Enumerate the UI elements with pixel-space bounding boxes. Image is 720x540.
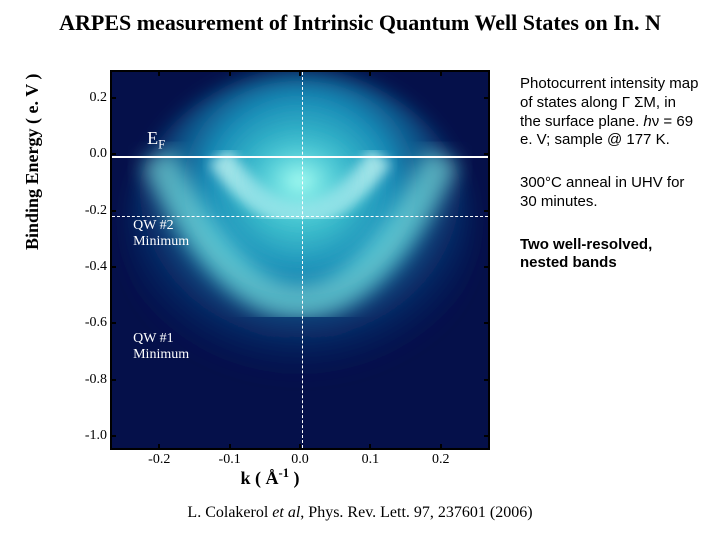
- plot-annotation: QW #2Minimum: [133, 218, 189, 250]
- x-tick-mark: [440, 444, 442, 450]
- y-tick-label: -0.2: [75, 203, 107, 219]
- arpes-heatmap: [112, 72, 488, 448]
- y-tick-mark: [110, 153, 116, 155]
- plot-area: Binding Energy ( e. V ): [30, 50, 510, 485]
- y-tick-mark: [484, 266, 490, 268]
- y-tick-mark: [484, 435, 490, 437]
- x-tick-mark: [440, 70, 442, 76]
- y-tick-mark: [110, 379, 116, 381]
- x-axis-label: k ( Å-1 ): [240, 466, 299, 489]
- y-tick-label: -1.0: [75, 428, 107, 444]
- slide-title: ARPES measurement of Intrinsic Quantum W…: [0, 0, 720, 36]
- y-tick-label: -0.6: [75, 315, 107, 331]
- plot-frame: EF QW #2Minimum QW #1Minimum: [110, 70, 490, 450]
- x-tick-label: 0.2: [432, 452, 450, 468]
- x-tick-label: -0.1: [219, 452, 241, 468]
- x-tick-mark: [369, 444, 371, 450]
- caption-sidebar: Photocurrent intensity map of states alo…: [520, 75, 700, 297]
- x-tick-mark: [158, 70, 160, 76]
- y-tick-label: 0.0: [75, 146, 107, 162]
- y-tick-mark: [484, 210, 490, 212]
- y-tick-mark: [110, 266, 116, 268]
- x-tick-label: -0.2: [148, 452, 170, 468]
- y-tick-mark: [484, 379, 490, 381]
- y-tick-label: -0.4: [75, 259, 107, 275]
- y-tick-mark: [484, 322, 490, 324]
- y-tick-mark: [110, 97, 116, 99]
- y-tick-mark: [110, 435, 116, 437]
- x-tick-label: 0.1: [362, 452, 380, 468]
- caption-p1: Photocurrent intensity map of states alo…: [520, 75, 700, 150]
- caption-p2: 300°C anneal in UHV for 30 minutes.: [520, 174, 700, 212]
- gamma-dashed-line: [302, 72, 303, 448]
- plot-annotation: QW #1Minimum: [133, 331, 189, 363]
- y-tick-label: 0.2: [75, 90, 107, 106]
- y-tick-label: -0.8: [75, 372, 107, 388]
- x-tick-mark: [158, 444, 160, 450]
- y-tick-mark: [110, 322, 116, 324]
- y-tick-mark: [484, 97, 490, 99]
- x-tick-mark: [229, 70, 231, 76]
- y-tick-mark: [110, 210, 116, 212]
- x-tick-mark: [299, 444, 301, 450]
- x-tick-mark: [229, 444, 231, 450]
- plot-annotation: EF: [147, 128, 165, 153]
- y-axis-label: Binding Energy ( e. V ): [22, 74, 43, 250]
- qw2-dashed-line: [112, 216, 488, 217]
- caption-p3: Two well-resolved, nested bands: [520, 236, 700, 274]
- y-tick-mark: [484, 153, 490, 155]
- fermi-level-line: [112, 156, 488, 158]
- x-tick-mark: [369, 70, 371, 76]
- citation: L. Colakerol et al, Phys. Rev. Lett. 97,…: [187, 504, 532, 522]
- x-tick-mark: [299, 70, 301, 76]
